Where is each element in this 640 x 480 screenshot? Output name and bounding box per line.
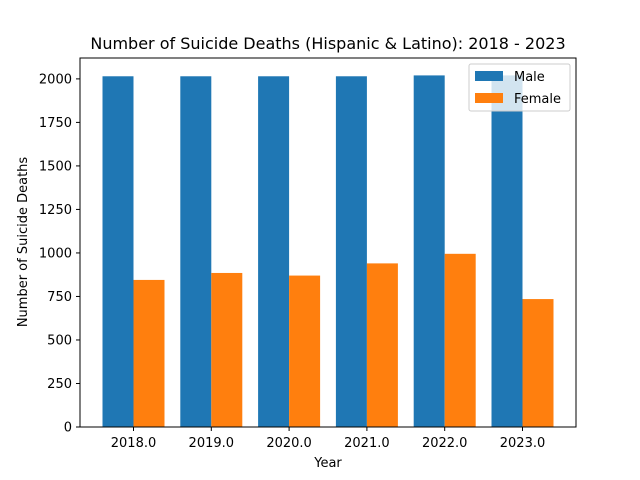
y-tick-label: 1750: [39, 116, 72, 131]
bar-male-2021.0: [335, 76, 367, 427]
x-tick-label: 2022.0: [422, 436, 468, 451]
x-tick-label: 2018.0: [111, 436, 157, 451]
legend-swatch-male: [475, 71, 503, 81]
y-tick-label: 1500: [39, 159, 72, 174]
bar-male-2019.0: [180, 76, 212, 427]
x-axis-label: Year: [313, 456, 342, 471]
y-tick-label: 1000: [39, 246, 72, 261]
y-tick-label: 500: [47, 333, 72, 348]
y-axis-ticks: 0 250 500 750 1000 1250 1500 1750 2000: [39, 72, 80, 436]
bar-female-2020.0: [289, 275, 321, 427]
bar-female-2023.0: [522, 299, 554, 427]
y-tick-label: 1250: [39, 203, 72, 218]
y-tick-label: 2000: [39, 72, 72, 87]
bar-female-2021.0: [366, 263, 398, 427]
x-tick-label: 2019.0: [189, 436, 235, 451]
legend: Male Female: [468, 63, 571, 112]
bars-group: [102, 75, 554, 427]
bar-male-2018.0: [102, 76, 134, 427]
axes-frame: [79, 57, 577, 428]
legend-label-male: Male: [514, 70, 545, 85]
x-tick-label: 2023.0: [500, 436, 546, 451]
y-tick-label: 0: [64, 421, 72, 436]
y-axis-label: Number of Suicide Deaths: [16, 157, 31, 328]
bar-male-2022.0: [413, 75, 445, 427]
bar-female-2019.0: [211, 272, 243, 427]
bar-female-2018.0: [133, 279, 165, 427]
x-axis-ticks: 2018.0 2019.0 2020.0 2021.0 2022.0 2023.0: [111, 427, 546, 451]
x-tick-label: 2021.0: [344, 436, 390, 451]
bar-female-2022.0: [444, 253, 476, 427]
bar-male-2023.0: [491, 75, 523, 427]
chart-title: Number of Suicide Deaths (Hispanic & Lat…: [90, 34, 565, 53]
y-tick-label: 750: [47, 290, 72, 305]
x-tick-label: 2020.0: [266, 436, 312, 451]
legend-label-female: Female: [514, 92, 561, 107]
bar-male-2020.0: [258, 76, 290, 427]
y-tick-label: 250: [47, 377, 72, 392]
legend-swatch-female: [475, 93, 503, 103]
